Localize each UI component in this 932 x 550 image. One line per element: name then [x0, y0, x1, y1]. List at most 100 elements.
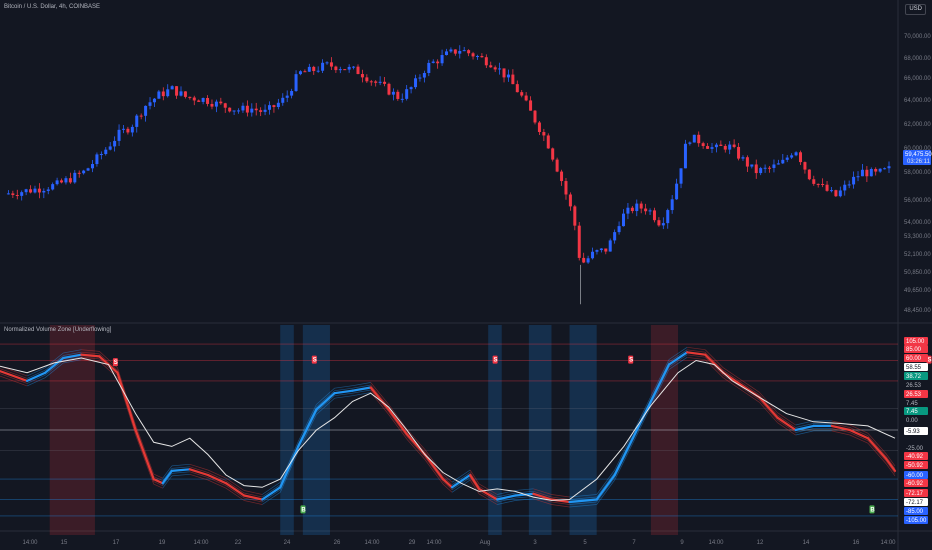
indicator-axis-badge — [904, 354, 928, 362]
candle-body — [657, 220, 661, 226]
candle-body — [648, 210, 652, 212]
candle-body — [825, 184, 829, 191]
oscillator-band — [551, 501, 570, 505]
candle-body — [130, 126, 134, 133]
candle-body — [157, 91, 161, 99]
candle-body — [104, 149, 108, 155]
candle-body — [520, 92, 524, 96]
sell-signal-marker — [112, 358, 118, 367]
candle-body — [316, 70, 320, 72]
candle-body — [276, 102, 280, 108]
candle-body — [860, 169, 864, 177]
oscillator-band — [26, 367, 46, 377]
indicator-axis-label: 26.53 — [906, 383, 922, 389]
candle-body — [281, 97, 285, 103]
time-axis-label: 24 — [284, 540, 291, 546]
indicator-axis-badge — [904, 452, 928, 460]
oscillator-band — [650, 359, 670, 397]
oscillator-band — [297, 411, 317, 450]
oscillator-band — [849, 427, 869, 437]
time-axis-label: 15 — [61, 540, 68, 546]
candle-body — [537, 122, 541, 133]
candle-body — [383, 81, 387, 84]
currency-button[interactable]: USD — [905, 4, 926, 15]
oscillator-band — [741, 379, 760, 393]
candle-body — [829, 190, 833, 192]
candle-body — [816, 183, 820, 185]
candle-body — [440, 55, 444, 64]
oscillator-line — [387, 408, 408, 436]
candle-body — [723, 145, 727, 150]
oscillator-band — [849, 424, 869, 434]
oscillator-band — [668, 354, 688, 368]
oscillator-band — [207, 469, 227, 479]
oscillator-band — [867, 440, 887, 462]
oscillator-band — [244, 490, 263, 495]
candle-body — [307, 66, 311, 72]
indicator-axis-label: -50.92 — [906, 463, 924, 469]
oscillator-band — [171, 466, 190, 469]
indicator-axis-label: 58.55 — [906, 365, 922, 371]
oscillator-band — [596, 477, 615, 503]
candle-body — [683, 143, 687, 169]
price-tick-label: 66,000.00 — [904, 76, 931, 82]
time-axis-label: 19 — [159, 540, 166, 546]
oscillator-main — [0, 346, 897, 508]
candle-body — [95, 154, 99, 165]
oscillator-band — [614, 435, 634, 473]
oscillator-band — [451, 469, 471, 483]
oscillator-band — [497, 492, 516, 498]
indicator-axis-label: -5.93 — [906, 429, 920, 435]
candle-body — [577, 225, 581, 258]
candle-body — [732, 144, 736, 147]
time-axis-label: 16 — [853, 540, 860, 546]
oscillator-band — [533, 488, 552, 495]
candle-body — [710, 147, 714, 149]
candle-body — [232, 110, 236, 112]
candle-body — [360, 74, 364, 78]
oscillator-band — [406, 428, 426, 450]
candle-body — [312, 66, 316, 72]
oscillator-band — [687, 349, 706, 353]
candle-body — [414, 78, 418, 88]
indicator-title[interactable]: Normalized Volume Zone [Underflowing] — [4, 327, 112, 333]
candle-body — [458, 50, 462, 54]
time-axis-label: 5 — [583, 540, 587, 546]
oscillator-band — [478, 493, 498, 505]
candle-body — [856, 176, 860, 178]
candle-body — [409, 87, 413, 90]
candle-body — [799, 152, 802, 163]
candle-body — [396, 91, 400, 99]
candle-body — [298, 71, 302, 75]
candle-body — [77, 172, 81, 174]
oscillator-band — [388, 414, 408, 440]
oscillator-band — [334, 392, 353, 397]
candle-body — [670, 199, 674, 211]
candle-body — [462, 50, 466, 52]
candle-body — [737, 146, 741, 159]
oscillator-band — [759, 394, 778, 416]
oscillator-band — [162, 475, 173, 489]
oscillator-line — [243, 494, 264, 501]
oscillator-band — [687, 356, 706, 361]
candle-body — [285, 95, 289, 98]
candle-body — [741, 157, 745, 159]
sell-signal-label: S — [629, 358, 633, 364]
candle-body — [666, 210, 670, 224]
indicator-axis-label: 38.72 — [906, 374, 922, 380]
time-axis-label: 14:00 — [22, 540, 38, 546]
indicator-axis-badge — [904, 407, 928, 415]
time-axis-label: 26 — [334, 540, 341, 546]
oscillator-band — [451, 472, 471, 486]
candle-body — [378, 81, 382, 83]
oscillator-band — [497, 500, 516, 505]
candle-body — [374, 81, 378, 83]
candle-body — [617, 226, 621, 233]
indicator-axis-label: 7.45 — [906, 409, 918, 415]
oscillator-band — [334, 395, 353, 399]
candle-body — [391, 91, 395, 95]
candle-body — [821, 183, 825, 185]
candle-body — [719, 144, 723, 146]
